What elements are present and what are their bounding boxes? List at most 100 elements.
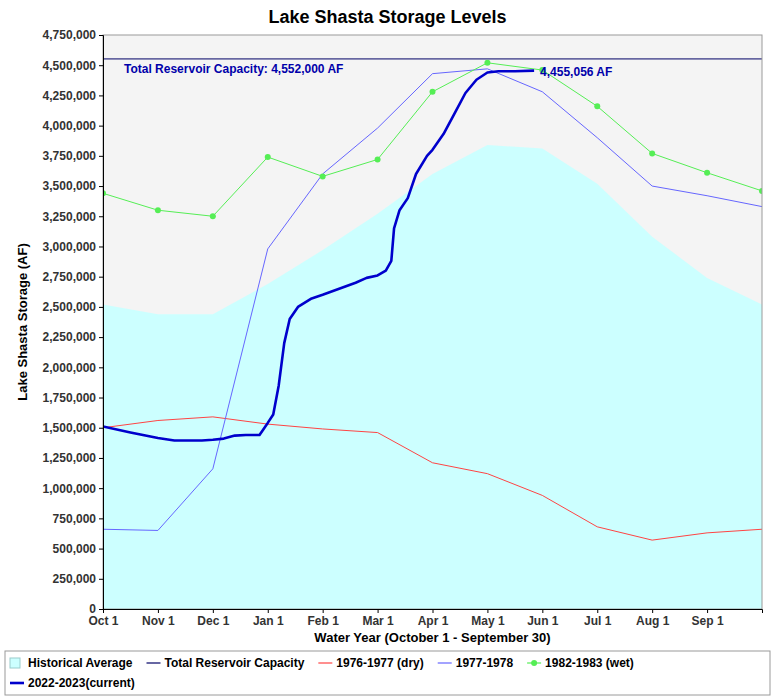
tick-label: 4,500,000	[43, 59, 97, 73]
tick: 2,500,000	[43, 300, 103, 314]
plot-area	[103, 59, 762, 609]
tick: Apr 1	[418, 609, 449, 628]
chart-svg: 0250,000500,000750,0001,000,0001,250,000…	[0, 0, 775, 700]
tick-mark	[99, 216, 103, 217]
tick: 3,750,000	[43, 149, 103, 163]
tick-label: Dec 1	[197, 614, 229, 628]
tick: May 1	[471, 609, 505, 628]
legend-label: Total Reservoir Capacity	[165, 656, 305, 670]
x-axis-title: Water Year (October 1 - September 30)	[314, 630, 550, 645]
tick-label: 4,250,000	[43, 89, 97, 103]
chart-title: Lake Shasta Storage Levels	[268, 7, 506, 27]
tick: 3,000,000	[43, 240, 103, 254]
y-axis-title: Lake Shasta Storage (AF)	[15, 243, 30, 401]
legend-item: 2022-2023(current)	[10, 676, 135, 690]
tick-mark	[433, 609, 434, 613]
tick: 3,500,000	[43, 179, 103, 193]
tick: Jun 1	[527, 609, 559, 628]
tick: 500,000	[53, 542, 103, 556]
tick: 4,750,000	[43, 28, 103, 42]
tick-label: Nov 1	[142, 614, 175, 628]
legend-item: 1982-1983 (wet)	[527, 656, 634, 670]
tick-label: 500,000	[53, 542, 97, 556]
tick-mark	[99, 337, 103, 338]
marker	[430, 89, 436, 95]
tick-mark	[213, 609, 214, 613]
tick-label: 2,000,000	[43, 361, 97, 375]
tick-label: Jun 1	[527, 614, 559, 628]
tick-label: Mar 1	[362, 614, 394, 628]
legend-item: 1977-1978	[438, 656, 514, 670]
tick-mark	[99, 95, 103, 96]
tick-mark	[268, 609, 269, 613]
tick-label: 3,500,000	[43, 179, 97, 193]
tick-label: Apr 1	[418, 614, 449, 628]
line-series	[103, 69, 762, 531]
tick-label: 750,000	[53, 512, 97, 526]
tick: 4,000,000	[43, 119, 103, 133]
tick-label: May 1	[471, 614, 505, 628]
tick-mark	[542, 609, 543, 613]
tick: 2,250,000	[43, 330, 103, 344]
tick: Oct 1	[88, 609, 118, 628]
annotation: 4,455,056 AF	[540, 65, 612, 79]
tick-label: Feb 1	[307, 614, 339, 628]
tick: 1,750,000	[43, 391, 103, 405]
marker	[375, 156, 381, 162]
plot-background	[103, 35, 762, 609]
tick-label: 3,750,000	[43, 149, 97, 163]
tick-label: 1,500,000	[43, 421, 97, 435]
tick-label: 1,000,000	[43, 481, 97, 495]
legend-label: 1982-1983 (wet)	[545, 656, 634, 670]
tick-label: 250,000	[53, 572, 97, 586]
tick-label: Aug 1	[636, 614, 670, 628]
tick: Sep 1	[692, 609, 724, 628]
legend-swatch	[318, 662, 332, 663]
plot-frame	[103, 35, 762, 609]
marker	[155, 207, 161, 213]
tick: Jul 1	[584, 609, 612, 628]
tick-label: Jan 1	[253, 614, 284, 628]
marker	[649, 150, 655, 156]
tick: 4,250,000	[43, 89, 103, 103]
tick-mark	[99, 35, 103, 36]
legend-swatch	[438, 662, 452, 663]
tick-mark	[707, 609, 708, 613]
legend-item: Historical Average	[10, 656, 133, 670]
line-series	[103, 71, 534, 441]
line-series	[103, 58, 762, 59]
legend-label: Historical Average	[28, 656, 133, 670]
tick-label: 1,750,000	[43, 391, 97, 405]
tick: Feb 1	[307, 609, 339, 628]
tick-label: 3,000,000	[43, 240, 97, 254]
tick: 250,000	[53, 572, 103, 586]
marker	[210, 213, 216, 219]
tick-mark	[99, 579, 103, 580]
tick-mark	[487, 609, 488, 613]
tick-mark	[378, 609, 379, 613]
tick-label: 2,500,000	[43, 300, 97, 314]
tick-mark	[99, 398, 103, 399]
axis-line	[104, 610, 763, 614]
tick-mark	[99, 518, 103, 519]
tick-mark	[652, 609, 653, 613]
tick-mark	[99, 428, 103, 429]
tick-label: 2,250,000	[43, 330, 97, 344]
annotation: Total Reservoir Capacity: 4,552,000 AF	[124, 62, 343, 76]
tick-mark	[597, 609, 598, 613]
tick-mark	[99, 126, 103, 127]
marker	[320, 173, 326, 179]
tick: 2,750,000	[43, 270, 103, 284]
legend-item: Total Reservoir Capacity	[147, 656, 305, 670]
legend-label: 1976-1977 (dry)	[336, 656, 423, 670]
tick: 1,250,000	[43, 451, 103, 465]
axis-line	[99, 36, 104, 610]
tick: 3,250,000	[43, 210, 103, 224]
tick-mark	[99, 65, 103, 66]
legend-item: 1976-1977 (dry)	[318, 656, 423, 670]
tick-label: 4,000,000	[43, 119, 97, 133]
line-series	[103, 417, 762, 540]
legend-swatch	[10, 658, 20, 668]
tick-mark	[99, 367, 103, 368]
legend-swatch	[147, 662, 161, 663]
